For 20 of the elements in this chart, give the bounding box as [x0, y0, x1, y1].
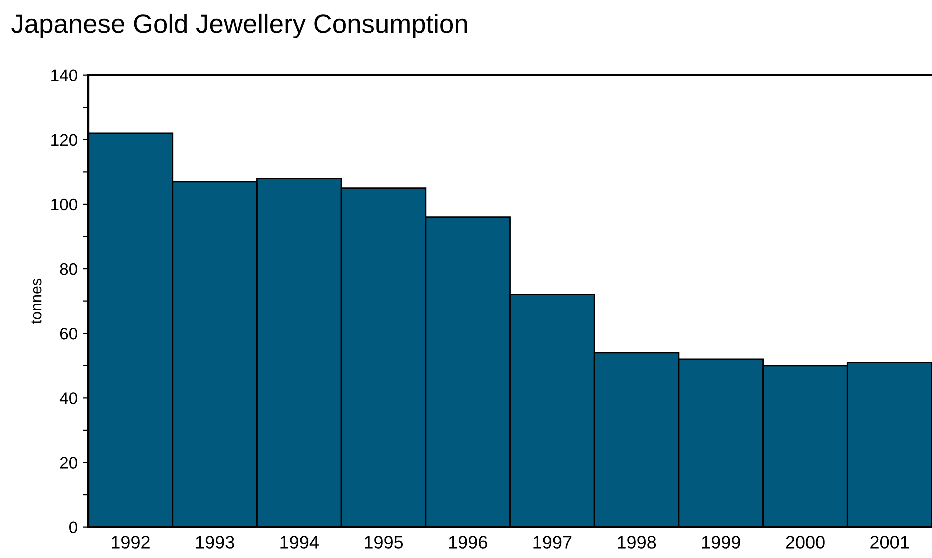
x-tick-label: 2000: [786, 536, 825, 549]
x-tick-label: 1998: [618, 536, 656, 549]
y-tick-label: 0: [70, 522, 78, 534]
x-tick-label: 1997: [534, 536, 572, 549]
y-tick-label: 120: [52, 134, 78, 146]
x-tick-label: 1994: [280, 536, 319, 549]
y-tick-label: 140: [52, 70, 78, 82]
y-tick-label: 20: [60, 457, 78, 469]
x-tick-label: 1999: [702, 536, 740, 549]
x-tick-label: 1996: [449, 536, 488, 549]
y-tick-label: 40: [60, 392, 78, 404]
y-axis-title: tonnes: [32, 278, 42, 324]
y-tick-label: 100: [52, 198, 78, 211]
x-tick-label: 1993: [196, 536, 234, 549]
x-tick-label: 1992: [112, 536, 150, 549]
x-tick-label: 1995: [365, 536, 404, 549]
y-tick-label: 80: [60, 263, 78, 276]
x-tick-label: 2001: [870, 536, 910, 549]
chart-title: Japanese Gold Jewellery Consumption: [12, 14, 468, 39]
y-tick-label: 60: [60, 328, 78, 340]
